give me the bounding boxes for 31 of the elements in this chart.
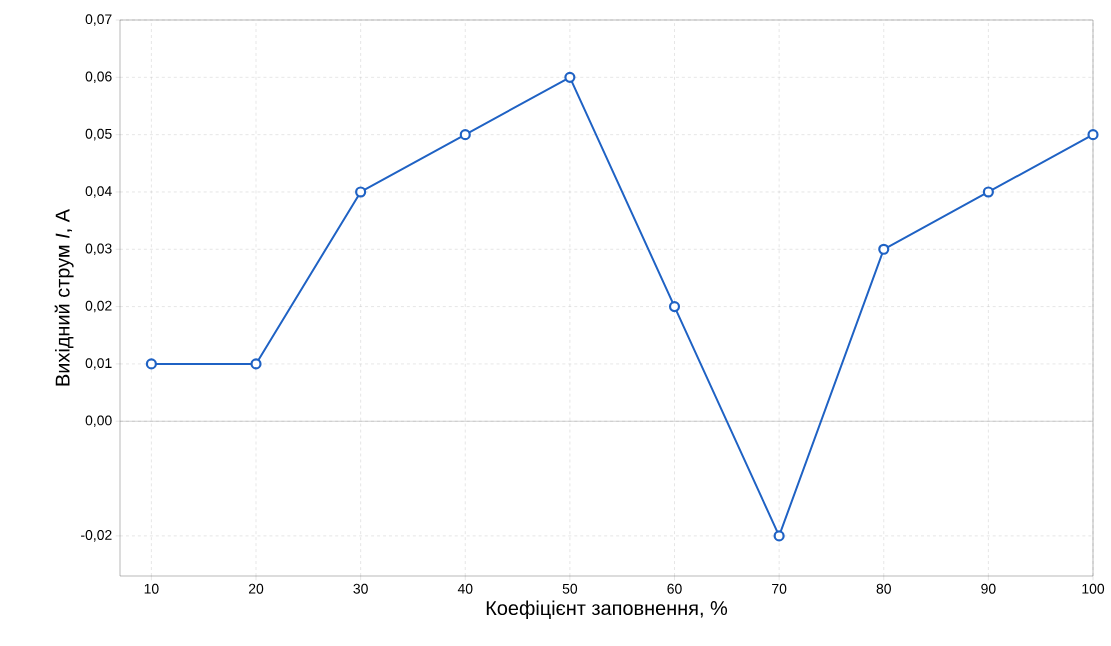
point [459, 129, 471, 141]
y-tick-label: 0,05 [85, 128, 112, 141]
x-tick-label: 30 [353, 583, 368, 594]
y-axis-title: Вихідний струм I, А [54, 209, 74, 386]
point [250, 358, 262, 370]
point [355, 186, 367, 198]
x-tick-label: 60 [667, 583, 682, 594]
y-tick-label: 0,00 [85, 415, 112, 427]
point [982, 186, 994, 198]
y-tick-label: 0,01 [85, 358, 112, 370]
y-tick-label: -0,02 [81, 530, 112, 542]
x-tick-label: 80 [876, 583, 891, 594]
x-tick-label: 50 [562, 583, 578, 594]
y-tick-label: 0,02 [85, 300, 112, 313]
x-tick-label: 100 [1082, 583, 1105, 594]
x-tick-label: 10 [144, 583, 159, 594]
y-tick-label: 0,03 [85, 243, 112, 256]
y-tick-label: 0,04 [85, 186, 112, 198]
point [145, 358, 157, 370]
point [773, 530, 785, 542]
point [878, 243, 890, 255]
x-tick-label: 20 [248, 583, 264, 594]
y-tick-label: 0,06 [85, 71, 112, 84]
x-axis-title: Коефіцієнт заповнення, % [486, 600, 728, 620]
x-tick-label: 40 [457, 583, 473, 594]
point [1087, 129, 1099, 141]
y-tick-label: 0,07 [85, 14, 112, 26]
point [564, 71, 576, 83]
x-tick-label: 90 [981, 583, 996, 594]
point [668, 301, 681, 313]
x-tick-label: 70 [772, 583, 787, 594]
